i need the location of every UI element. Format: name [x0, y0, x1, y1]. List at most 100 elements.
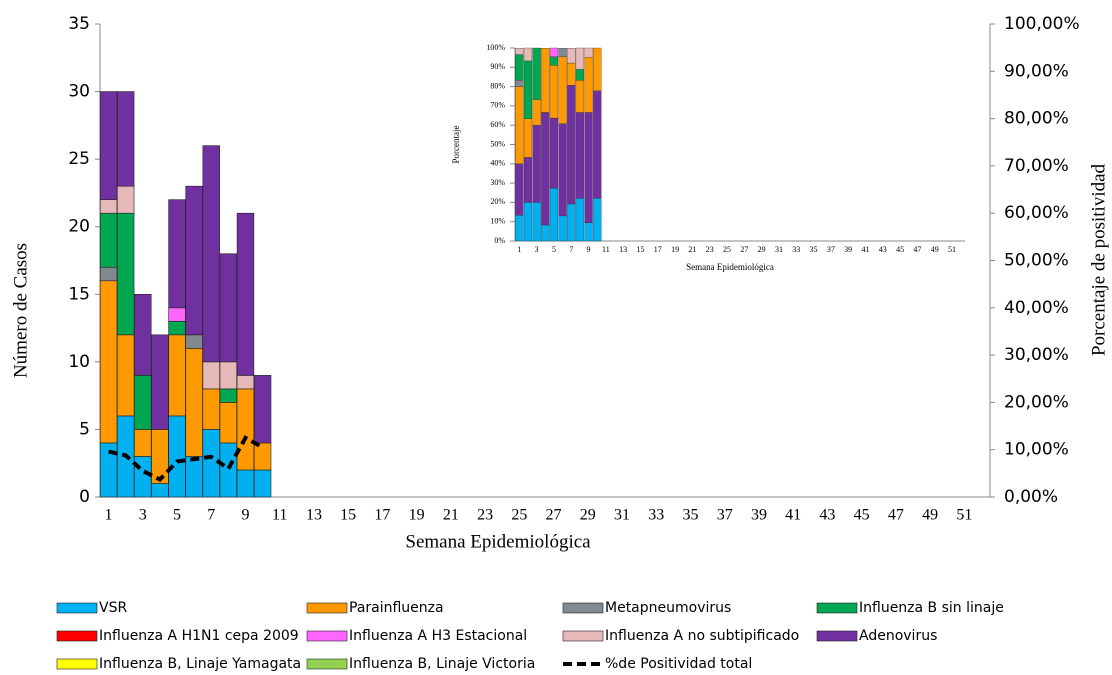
- bar: [168, 321, 186, 336]
- legend-label: VSR: [99, 600, 127, 616]
- legend-swatch: [56, 658, 98, 670]
- x-tick-label: 29: [580, 507, 596, 524]
- x-tick-label: 3: [535, 245, 539, 254]
- legend-label: %de Positividad total: [605, 656, 752, 672]
- bar: [253, 469, 272, 498]
- bar: [558, 123, 567, 217]
- legend-label: Adenovirus: [859, 628, 937, 644]
- legend-label: Metapneumovirus: [605, 600, 731, 616]
- y-tick-label: 35: [68, 14, 90, 34]
- y2-tick-label: 60,00%: [1004, 203, 1069, 223]
- x-tick-label: 45: [854, 507, 870, 524]
- bar: [558, 48, 567, 57]
- bar: [134, 456, 152, 498]
- y-tick-label: 30%: [490, 178, 505, 187]
- x-tick-label: 7: [569, 245, 573, 254]
- x-tick-label: 49: [931, 245, 939, 254]
- legend-swatch: [816, 602, 858, 614]
- bar: [593, 47, 602, 91]
- bar: [168, 334, 186, 417]
- bar: [523, 118, 533, 158]
- y-tick-label: 20%: [490, 197, 505, 206]
- line-series: [108, 435, 264, 482]
- y-tick-label: 60%: [490, 120, 505, 129]
- bar: [236, 469, 255, 498]
- y2-tick-label: 50,00%: [1004, 251, 1069, 271]
- bar: [116, 185, 135, 214]
- x-tick-label: 3: [139, 507, 147, 524]
- legend-swatch: [306, 630, 348, 642]
- y2-tick-label: 70,00%: [1004, 156, 1069, 176]
- x-tick-label: 41: [861, 245, 869, 254]
- x-tick-label: 33: [792, 245, 800, 254]
- x-tick-label: 23: [706, 245, 714, 254]
- x-tick-label: 11: [602, 245, 610, 254]
- bar: [185, 456, 203, 498]
- legend-swatch: [56, 630, 98, 642]
- y-tick-label: 25: [68, 149, 90, 169]
- bar: [134, 293, 152, 376]
- x-tick-label: 51: [948, 245, 956, 254]
- x-tick-label: 23: [477, 507, 493, 524]
- y-tick-label: 20: [68, 217, 90, 237]
- bar: [219, 442, 238, 498]
- bar: [99, 280, 118, 444]
- y2-tick-label: 0,00%: [1004, 487, 1058, 507]
- bar: [151, 483, 169, 498]
- bar: [575, 69, 585, 81]
- legend-swatch: [306, 658, 348, 670]
- x-tick-label: 21: [688, 245, 696, 254]
- bar: [185, 334, 203, 349]
- x-tick-label: 35: [682, 507, 698, 524]
- bar: [219, 388, 238, 403]
- bar: [151, 429, 169, 484]
- x-tick-label: 45: [896, 245, 904, 254]
- x-tick-label: 5: [552, 245, 556, 254]
- x-tick-label: 31: [775, 245, 783, 254]
- y-tick-label: 90%: [490, 62, 505, 71]
- y2-tick-label: 100,00%: [1004, 14, 1080, 34]
- y-tick-label: 0: [79, 487, 90, 507]
- legend-label: Influenza A H1N1 cepa 2009: [99, 628, 299, 644]
- bar: [567, 62, 576, 86]
- y-tick-label: 50%: [490, 139, 505, 148]
- bar: [575, 112, 585, 199]
- y2-tick-label: 40,00%: [1004, 298, 1069, 318]
- x-tick-label: 31: [614, 507, 630, 524]
- x-tick-label: 39: [844, 245, 852, 254]
- x-tick-label: 35: [810, 245, 818, 254]
- bar: [515, 163, 524, 216]
- bar: [567, 85, 576, 205]
- y2-tick-label: 30,00%: [1004, 345, 1069, 365]
- bar: [253, 375, 272, 444]
- bar: [99, 212, 118, 268]
- bar: [575, 80, 585, 113]
- bar: [116, 91, 135, 187]
- bar: [584, 112, 593, 223]
- bar: [202, 145, 220, 363]
- bar: [168, 415, 186, 498]
- bar: [549, 47, 559, 57]
- x-tick-label: 7: [207, 507, 215, 524]
- legend-swatch: [562, 602, 604, 614]
- bar: [168, 307, 186, 322]
- x-tick-label: 43: [879, 245, 887, 254]
- x-tick-label: 13: [619, 245, 627, 254]
- bar: [202, 361, 220, 390]
- x-axis-title: Semana Epidemiológica: [405, 531, 591, 552]
- bar: [549, 56, 559, 66]
- legend-label: Parainfluenza: [349, 600, 444, 616]
- bar: [99, 266, 118, 282]
- bar: [567, 203, 576, 242]
- bar: [515, 54, 524, 81]
- y-tick-label: 5: [79, 419, 90, 439]
- bar: [584, 57, 593, 113]
- legend-label: Influenza A H3 Estacional: [349, 628, 527, 644]
- bar: [593, 90, 602, 199]
- x-tick-label: 47: [913, 245, 921, 254]
- bar: [523, 202, 533, 242]
- bar: [593, 198, 602, 242]
- y-axis-title: Porcentaje: [451, 126, 461, 164]
